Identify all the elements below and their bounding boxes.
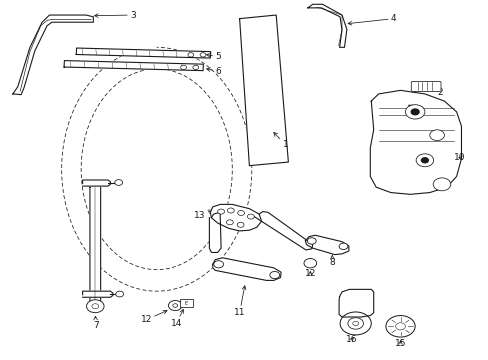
Circle shape <box>405 105 424 119</box>
Circle shape <box>410 109 418 115</box>
Polygon shape <box>82 291 113 297</box>
Circle shape <box>432 178 450 191</box>
Text: 4: 4 <box>347 14 396 25</box>
Polygon shape <box>239 15 288 166</box>
Circle shape <box>200 53 205 57</box>
Text: 2: 2 <box>424 87 442 97</box>
Circle shape <box>180 65 186 69</box>
Text: 14: 14 <box>170 310 183 328</box>
Circle shape <box>92 304 99 309</box>
Circle shape <box>192 65 198 69</box>
Circle shape <box>415 154 433 167</box>
Circle shape <box>213 261 223 268</box>
Circle shape <box>395 323 405 330</box>
Text: 6: 6 <box>206 67 221 76</box>
Polygon shape <box>369 90 461 194</box>
Circle shape <box>187 53 193 57</box>
FancyBboxPatch shape <box>410 81 440 91</box>
Circle shape <box>347 318 363 329</box>
Text: 8: 8 <box>329 255 334 267</box>
Circle shape <box>304 258 316 268</box>
Circle shape <box>352 321 358 325</box>
Circle shape <box>115 180 122 185</box>
Text: 11: 11 <box>233 286 245 317</box>
Polygon shape <box>254 212 312 250</box>
Text: 15: 15 <box>394 339 406 348</box>
Circle shape <box>307 238 316 244</box>
Text: 5: 5 <box>206 53 221 62</box>
Text: 10: 10 <box>453 153 465 162</box>
Circle shape <box>421 158 427 163</box>
Polygon shape <box>13 15 93 95</box>
Circle shape <box>116 291 123 297</box>
Text: 9: 9 <box>408 105 423 115</box>
Text: E: E <box>184 301 188 306</box>
Circle shape <box>385 316 414 337</box>
Circle shape <box>168 301 182 311</box>
FancyBboxPatch shape <box>180 299 192 307</box>
Polygon shape <box>209 212 221 252</box>
Text: 16: 16 <box>346 335 357 344</box>
Text: 12: 12 <box>140 310 167 324</box>
Circle shape <box>217 209 224 214</box>
Polygon shape <box>82 180 110 186</box>
Text: 13: 13 <box>194 210 211 220</box>
Text: 3: 3 <box>94 10 135 19</box>
Text: 1: 1 <box>273 132 288 149</box>
Polygon shape <box>90 182 101 307</box>
Polygon shape <box>307 4 346 47</box>
Circle shape <box>172 304 177 307</box>
Circle shape <box>86 300 104 313</box>
Polygon shape <box>76 48 210 58</box>
Polygon shape <box>210 204 261 231</box>
Circle shape <box>269 271 279 279</box>
Polygon shape <box>305 235 348 255</box>
Circle shape <box>338 243 347 249</box>
Circle shape <box>247 214 254 219</box>
Circle shape <box>429 130 444 140</box>
Circle shape <box>226 220 233 225</box>
Polygon shape <box>64 60 203 71</box>
Circle shape <box>339 312 370 335</box>
Polygon shape <box>338 289 373 317</box>
Circle shape <box>237 222 244 227</box>
Text: 7: 7 <box>93 316 99 330</box>
Polygon shape <box>212 258 281 280</box>
Circle shape <box>227 208 234 213</box>
Circle shape <box>237 211 244 216</box>
Text: 12: 12 <box>304 269 315 278</box>
